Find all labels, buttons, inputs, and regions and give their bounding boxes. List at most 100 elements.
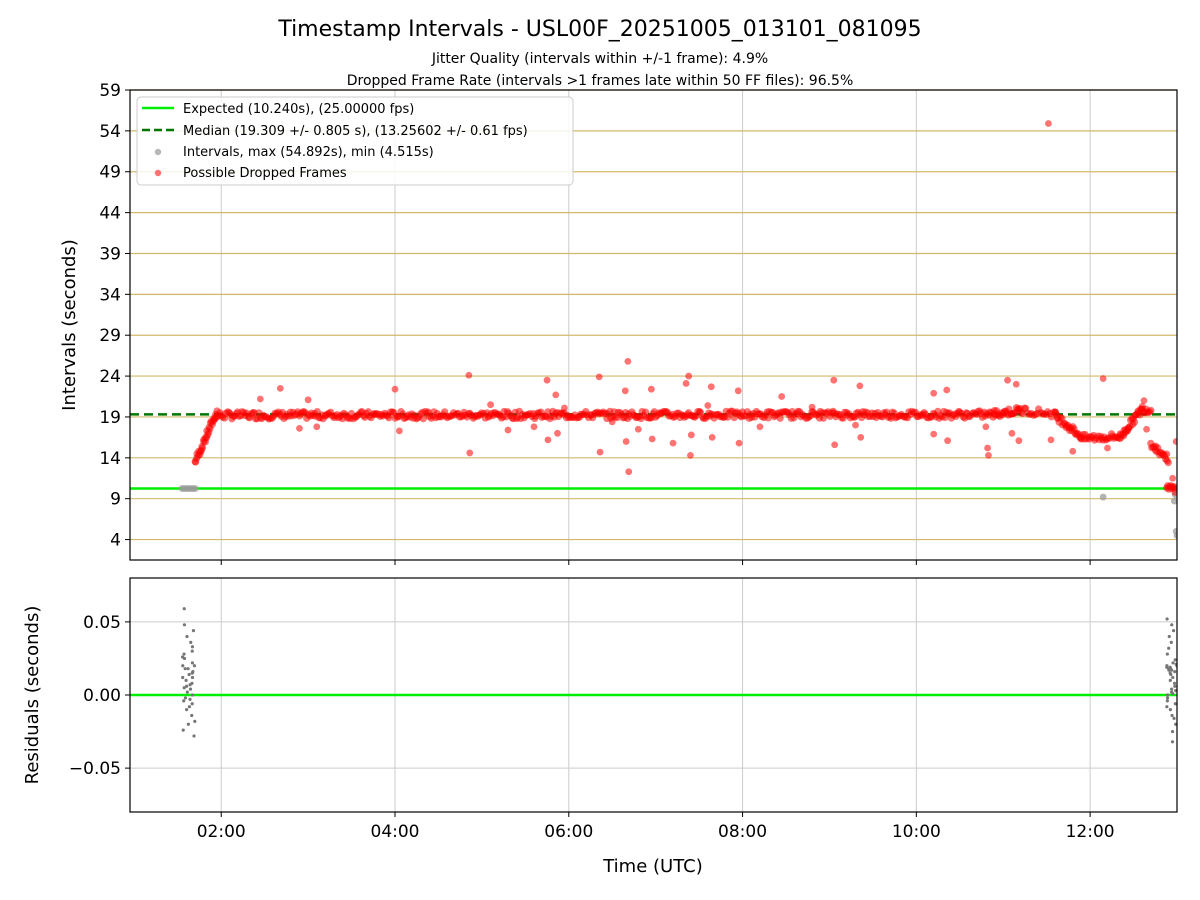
bottom-x-tick-label: 04:00 (371, 822, 420, 842)
top-y-tick-label: 9 (110, 490, 121, 510)
residual-point (1165, 652, 1169, 656)
residual-point (187, 672, 191, 677)
dropped-frame-outlier (831, 441, 839, 449)
residual-point (1168, 678, 1172, 682)
residual-point (181, 675, 185, 680)
dropped-frame-outlier (1015, 437, 1023, 445)
dropped-frame-outlier (1172, 438, 1177, 445)
dropped-frame-outlier (1104, 444, 1111, 452)
residual-point (1170, 623, 1174, 627)
residual-point (190, 649, 194, 653)
bottom-y-tick-label: −0.05 (69, 759, 121, 779)
residual-point (1170, 713, 1174, 718)
dropped-frame-outlier (544, 436, 552, 444)
dropped-frame-outlier (735, 439, 743, 447)
residuals-plot: 02:00 04:00 06:00 08:00 10:00 12:00 −0.05 0.00 0… (69, 577, 1178, 842)
bottom-points (130, 607, 1177, 744)
dropped-frame-outlier (1140, 397, 1148, 405)
dropped-frame-point (764, 414, 772, 422)
bottom-x-tick-label: 02:00 (197, 822, 246, 842)
bottom-x-tick-label: 08:00 (718, 822, 767, 842)
legend-expected-label: Expected (10.240s), (25.00000 fps) (183, 102, 414, 117)
residual-point (188, 683, 192, 687)
residual-point (192, 664, 197, 668)
residual-point (190, 693, 194, 697)
dropped-frame-outlier (944, 437, 952, 445)
residual-point (1165, 696, 1170, 700)
residual-point (1171, 675, 1175, 680)
dropped-frame-outlier (595, 373, 603, 381)
dropped-frame-outlier (930, 389, 938, 397)
bottom-plot-frame (129, 577, 1178, 813)
dropped-frame-outlier (1143, 425, 1150, 433)
residual-point (191, 629, 196, 633)
dropped-frame-outlier (622, 438, 630, 445)
dropped-frame-outlier (466, 449, 474, 457)
residual-point (1174, 722, 1177, 726)
top-y-tick-label: 29 (99, 326, 121, 346)
interval-point (1099, 493, 1107, 501)
residual-point (190, 645, 195, 649)
residual-point (1165, 617, 1169, 621)
dropped-frame-outlier (1045, 120, 1052, 127)
dropped-frame-outlier (943, 386, 951, 394)
dropped-frame-outlier (304, 396, 312, 404)
residual-point (182, 607, 186, 611)
residual-point (1174, 689, 1177, 693)
residual-point (193, 719, 197, 723)
residual-point (182, 699, 186, 703)
dropped-frame-outlier (1047, 436, 1055, 444)
residual-point (187, 705, 192, 709)
top-y-tick-label: 54 (99, 122, 121, 142)
dropped-frame-point (419, 415, 427, 423)
time-axis-label: Time (UTC) (602, 856, 703, 877)
residual-point (189, 640, 193, 644)
residual-point (1171, 661, 1175, 665)
dropped-frame-point (1147, 406, 1155, 414)
dropped-frame-point (1171, 488, 1177, 496)
top-y-tick-label: 59 (99, 81, 121, 101)
top-y-tick-label: 44 (99, 204, 121, 224)
residual-point (182, 686, 186, 690)
residual-point (190, 661, 194, 665)
residual-point (188, 687, 193, 691)
dropped-frame-point (1130, 418, 1139, 426)
residual-point (190, 675, 195, 680)
dropped-frame-outlier (985, 451, 992, 459)
legend-box (136, 96, 574, 186)
bottom-x-tick-label: 06:00 (544, 822, 593, 842)
legend-median-label: Median (19.309 +/- 0.805 s), (13.25602 +… (183, 124, 528, 139)
top-y-tick-label: 19 (99, 408, 121, 428)
dropped-frame-outlier (708, 433, 716, 441)
dropped-frame-outlier (465, 371, 473, 379)
residual-point (1170, 687, 1174, 691)
bottom-x-tick-label: 12:00 (1066, 822, 1115, 842)
dropped-frame-outlier (1012, 380, 1020, 388)
dropped-frame-outlier (621, 387, 629, 395)
legend-intervals-label: Intervals, max (54.892s), min (4.515s) (183, 145, 434, 160)
residual-point (1173, 658, 1177, 662)
dropped-frame-outlier (734, 387, 742, 395)
dropped-frame-outlier (608, 418, 616, 426)
legend: Expected (10.240s), (25.00000 fps) Media… (136, 96, 574, 186)
residual-point (190, 671, 194, 675)
chart-subtitle-dropped: Dropped Frame Rate (intervals >1 frames … (347, 73, 854, 89)
residual-point (1169, 640, 1173, 644)
bottom-y-tick-label: 0.05 (83, 613, 121, 633)
residual-point (1171, 691, 1175, 696)
residual-point (183, 667, 187, 671)
dropped-frame-outlier (1008, 429, 1016, 437)
dropped-frame-outlier (395, 427, 403, 435)
dropped-frame-point (1164, 459, 1172, 467)
dropped-frame-point (1163, 450, 1171, 458)
dropped-frame-outlier (1169, 474, 1177, 482)
top-plot-frame (129, 89, 1178, 561)
dropped-frame-outlier (856, 382, 864, 390)
residual-point (180, 655, 185, 659)
residual-point (1165, 705, 1169, 709)
dropped-frame-point (776, 414, 784, 422)
dropped-frame-outlier (504, 426, 512, 434)
dropped-frame-point (819, 414, 827, 422)
